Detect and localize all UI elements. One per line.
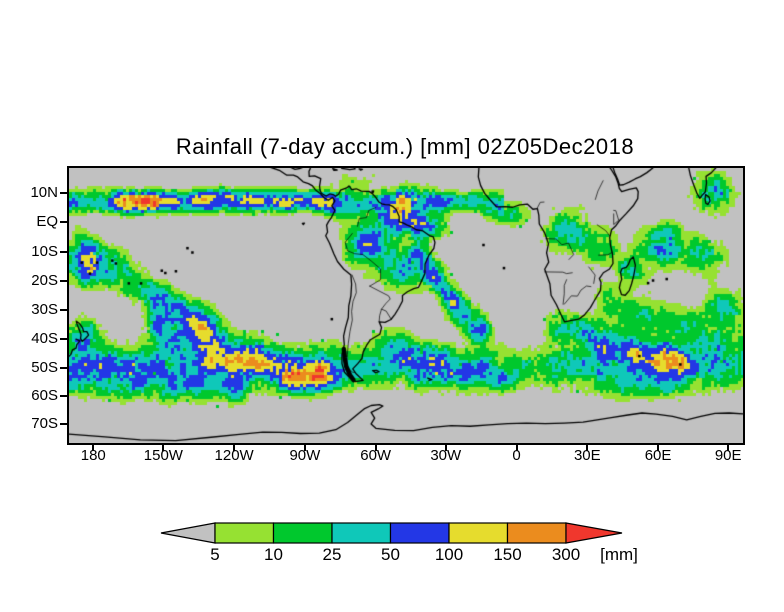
y-tick-mark <box>60 394 67 397</box>
x-tick-label: 120W <box>214 447 254 464</box>
y-tick-mark <box>60 192 67 195</box>
x-tick-label: 60E <box>644 447 672 464</box>
colorbar-unit-label: [mm] <box>600 545 638 564</box>
colorbar-tick-label: 10 <box>264 545 283 564</box>
colorbar-tick-label: 150 <box>493 545 522 564</box>
colorbar-tick-label: 100 <box>434 545 464 564</box>
colorbar-tick-label: 5 <box>210 545 220 564</box>
x-tick-mark <box>162 445 165 451</box>
y-tick-label: 60S <box>31 386 58 404</box>
x-tick-label: 90E <box>714 447 742 464</box>
y-tick-label: 70S <box>31 415 58 433</box>
x-tick-mark <box>586 445 589 451</box>
y-tick-label: 20S <box>31 272 58 290</box>
y-tick-label: 10S <box>31 243 58 261</box>
x-tick-label: 30W <box>430 447 462 464</box>
y-tick-label: 40S <box>31 330 58 348</box>
colorbar-segment-6 <box>506 522 567 544</box>
colorbar-tick-label: 50 <box>381 545 400 564</box>
colorbar-below-arrow <box>160 522 216 544</box>
y-tick-label: EQ <box>36 212 58 230</box>
x-tick-label: 30E <box>573 447 601 464</box>
rainfall-field-canvas <box>69 168 743 443</box>
colorbar <box>160 522 623 544</box>
y-tick-mark <box>60 308 67 311</box>
colorbar-segment-5 <box>448 522 509 544</box>
colorbar-segment-1 <box>214 522 275 544</box>
y-tick-mark <box>60 220 67 223</box>
x-tick-label: 90W <box>289 447 321 464</box>
x-tick-mark <box>92 445 95 451</box>
x-tick-mark <box>233 445 236 451</box>
x-tick-mark <box>374 445 377 451</box>
colorbar-segment-2 <box>272 522 333 544</box>
y-tick-label: 50S <box>31 358 58 376</box>
y-tick-label: 10N <box>30 184 58 202</box>
x-tick-mark <box>727 445 730 451</box>
x-tick-mark <box>515 445 518 451</box>
figure-title: Rainfall (7-day accum.) [mm] 02Z05Dec201… <box>175 134 635 159</box>
y-tick-mark <box>60 280 67 283</box>
map-plot-area <box>67 166 745 445</box>
x-tick-mark <box>303 445 306 451</box>
colorbar-tick-label: 25 <box>322 545 342 564</box>
y-tick-mark <box>60 423 67 426</box>
y-tick-label: 30S <box>31 300 58 318</box>
colorbar-segment-4 <box>389 522 450 544</box>
colorbar-segment-3 <box>331 522 392 544</box>
x-tick-label: 60W <box>360 447 392 464</box>
x-tick-label: 0 <box>512 447 521 464</box>
x-tick-label: 180 <box>80 447 106 464</box>
y-tick-mark <box>60 251 67 254</box>
colorbar-tick-label: 300 <box>551 545 581 564</box>
x-tick-mark <box>444 445 447 451</box>
x-tick-mark <box>657 445 660 451</box>
colorbar-above-arrow <box>565 522 623 544</box>
y-tick-mark <box>60 338 67 341</box>
y-tick-mark <box>60 366 67 369</box>
x-tick-label: 150W <box>143 447 183 464</box>
